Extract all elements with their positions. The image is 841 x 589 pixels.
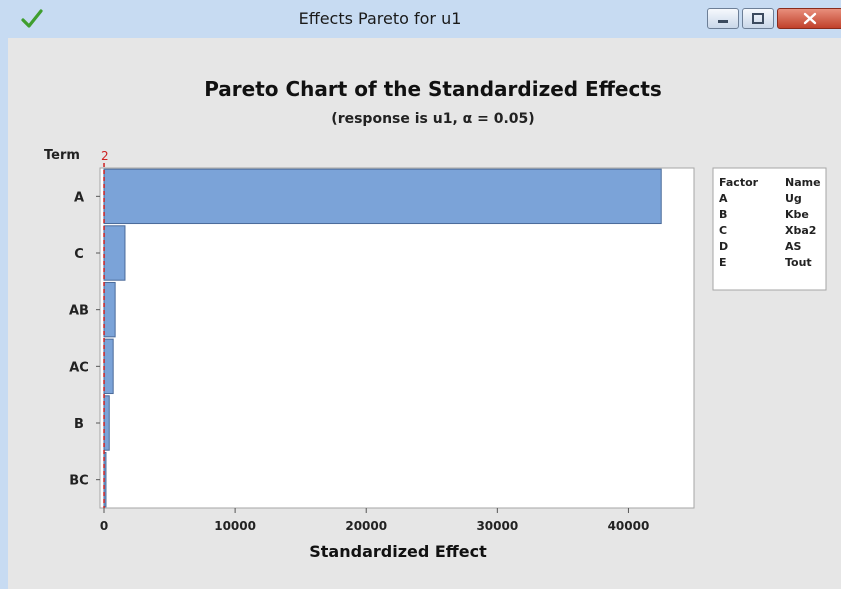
x-tick-label: 30000 — [476, 519, 518, 533]
legend-header-factor: Factor — [719, 176, 759, 189]
legend-box — [712, 167, 827, 291]
x-tick-label: 40000 — [608, 519, 650, 533]
legend-name: Ug — [785, 192, 802, 205]
close-icon — [803, 12, 817, 25]
term-label: Term — [44, 148, 80, 163]
y-tick-label: BC — [69, 474, 88, 489]
close-button[interactable] — [777, 8, 841, 29]
minimize-icon — [718, 20, 728, 23]
reference-line-label: 2 — [101, 149, 109, 163]
maximize-icon — [752, 13, 764, 24]
legend-factor: B — [719, 208, 727, 221]
chart-subtitle: (response is u1, α = 0.05) — [331, 111, 534, 127]
chart-title: Pareto Chart of the Standardized Effects — [204, 77, 662, 101]
x-axis-label: Standardized Effect — [309, 542, 487, 561]
bar-c — [103, 225, 126, 281]
bar-a — [103, 168, 662, 225]
pareto-chart: Pareto Chart of the Standardized Effects… — [44, 77, 827, 561]
y-tick-label: AC — [69, 360, 89, 375]
title-bar[interactable]: Effects Pareto for u1 — [0, 0, 841, 39]
legend-factor: D — [719, 240, 728, 253]
legend-header-name: Name — [785, 176, 821, 189]
legend-factor: A — [719, 192, 728, 205]
maximize-button[interactable] — [742, 8, 774, 29]
x-tick-label: 10000 — [214, 519, 256, 533]
chart-area: Pareto Chart of the Standardized Effects… — [8, 38, 841, 589]
window-title: Effects Pareto for u1 — [298, 9, 462, 28]
bar-ac — [103, 338, 114, 395]
legend-name: Xba2 — [785, 224, 816, 237]
legend-name: AS — [785, 240, 802, 253]
bar-ab — [103, 281, 116, 338]
window-frame — [0, 38, 8, 589]
minimize-button[interactable] — [707, 8, 739, 29]
y-tick-label: A — [74, 190, 84, 205]
x-tick-label: 20000 — [345, 519, 387, 533]
x-tick-label: 0 — [100, 519, 108, 533]
legend-name: Tout — [785, 256, 812, 269]
legend-name: Kbe — [785, 208, 809, 221]
y-tick-label: B — [74, 417, 84, 432]
plot-area — [99, 167, 695, 509]
legend-factor: C — [719, 224, 727, 237]
check-icon — [21, 9, 43, 28]
y-tick-label: C — [74, 247, 84, 262]
y-tick-label: AB — [69, 304, 89, 319]
bar-b — [103, 395, 110, 451]
legend-factor: E — [719, 256, 727, 269]
